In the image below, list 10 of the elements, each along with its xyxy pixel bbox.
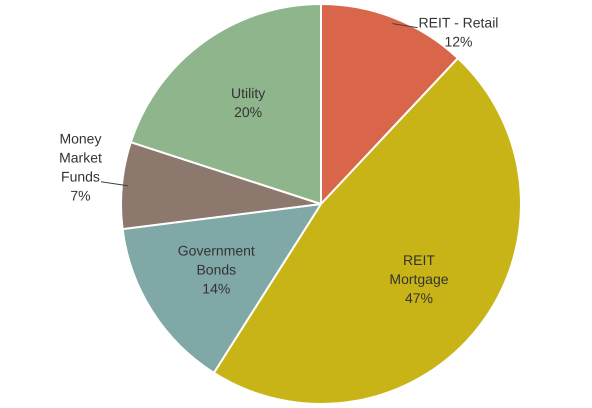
slice-label: REIT - Retail <box>418 14 498 30</box>
slice-label: REIT Mortgage <box>389 252 449 287</box>
slice-label: Utility <box>230 85 266 102</box>
data-label: 47% <box>404 290 433 306</box>
slice-label: Money Market Funds <box>59 130 102 185</box>
slice-label: Government Bonds <box>178 242 255 278</box>
data-label: 12% <box>444 33 472 50</box>
data-label: 20% <box>234 104 262 120</box>
data-label: 7% <box>70 188 91 204</box>
data-label: 14% <box>202 280 230 296</box>
